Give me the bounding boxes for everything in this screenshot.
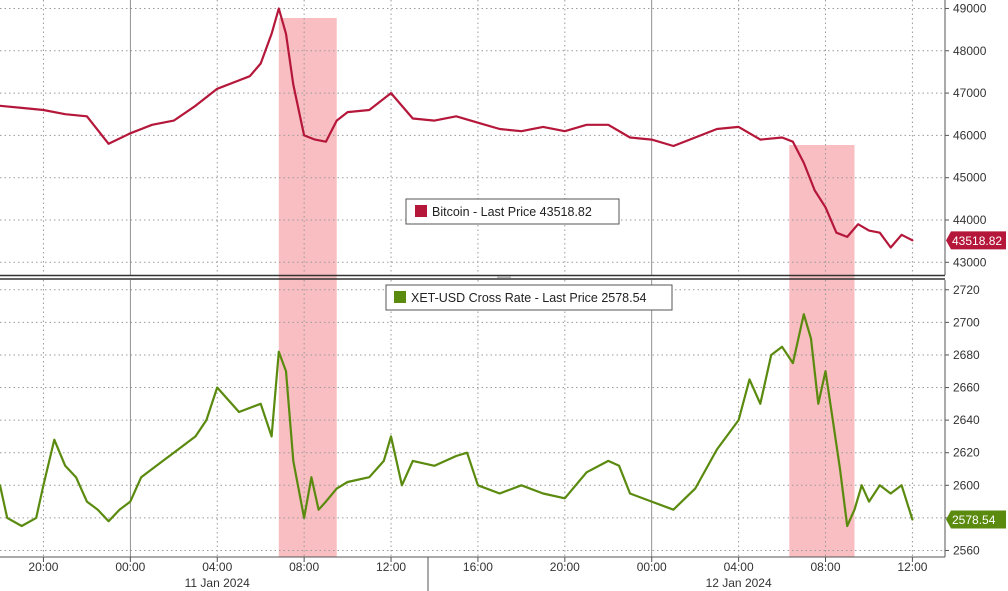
- bitcoin-last-value-flag: [946, 231, 1006, 250]
- y-tick-label: 44000: [953, 213, 987, 227]
- x-date-label: 11 Jan 2024: [185, 576, 250, 590]
- y-tick-label: 45000: [953, 171, 987, 185]
- x-tick-label: 00:00: [115, 560, 145, 574]
- x-tick-label: 04:00: [202, 560, 232, 574]
- y-tick-label: 2560: [953, 543, 980, 557]
- x-tick-label: 16:00: [463, 560, 493, 574]
- y-tick-label: 48000: [953, 44, 987, 58]
- x-tick-label: 12:00: [897, 560, 927, 574]
- xet-legend-label: XET-USD Cross Rate - Last Price 2578.54: [411, 291, 647, 305]
- bitcoin-legend-label: Bitcoin - Last Price 43518.82: [432, 205, 592, 219]
- bitcoin-last-value: 43518.82: [952, 234, 1002, 248]
- xet-last-value-flag: [946, 510, 1006, 529]
- y-tick-label: 47000: [953, 86, 987, 100]
- y-tick-label: 43000: [953, 255, 987, 269]
- x-date-label: 12 Jan 2024: [706, 576, 772, 590]
- xet-line: [0, 313, 914, 528]
- x-tick-label: 12:00: [376, 560, 406, 574]
- bitcoin-legend: Bitcoin - Last Price 43518.82: [405, 198, 620, 225]
- axis-ticks: 20:00 00:00 04:00 08:00 12:00 16:00 20:00 00:00…: [28, 1, 986, 590]
- highlight-band: [278, 18, 337, 557]
- gridlines: [0, 0, 945, 557]
- x-tick-label: 08:00: [811, 560, 841, 574]
- y-tick-label: 46000: [953, 128, 987, 142]
- x-tick-label: 00:00: [637, 560, 667, 574]
- xet-last-value-tag: 2578.54: [946, 510, 1006, 529]
- highlight-band: [789, 145, 855, 557]
- bitcoin-legend-swatch: [415, 205, 427, 217]
- xet-last-value: 2578.54: [952, 513, 996, 527]
- highlight-bands: [278, 18, 855, 557]
- x-tick-label: 20:00: [550, 560, 580, 574]
- bitcoin-line: [0, 7, 914, 249]
- x-tick-label: 04:00: [724, 560, 754, 574]
- y-tick-label: 2600: [953, 478, 980, 492]
- xet-legend-box: [385, 284, 673, 311]
- y-tick-label: 2660: [953, 381, 980, 395]
- bitcoin-legend-box: [405, 198, 620, 225]
- bitcoin-last-value-tag: 43518.82: [946, 231, 1006, 250]
- y-tick-label: 2640: [953, 413, 980, 427]
- xet-legend: XET-USD Cross Rate - Last Price 2578.54: [385, 284, 673, 311]
- y-tick-label: 49000: [953, 1, 987, 15]
- series: [0, 7, 914, 528]
- y-tick-label: 2620: [953, 446, 980, 460]
- x-tick-label: 08:00: [289, 560, 319, 574]
- y-tick-label: 2720: [953, 283, 980, 297]
- xet-legend-swatch: [394, 291, 406, 303]
- y-tick-label: 2680: [953, 348, 980, 362]
- y-tick-label: 2700: [953, 315, 980, 329]
- x-tick-label: 20:00: [28, 560, 58, 574]
